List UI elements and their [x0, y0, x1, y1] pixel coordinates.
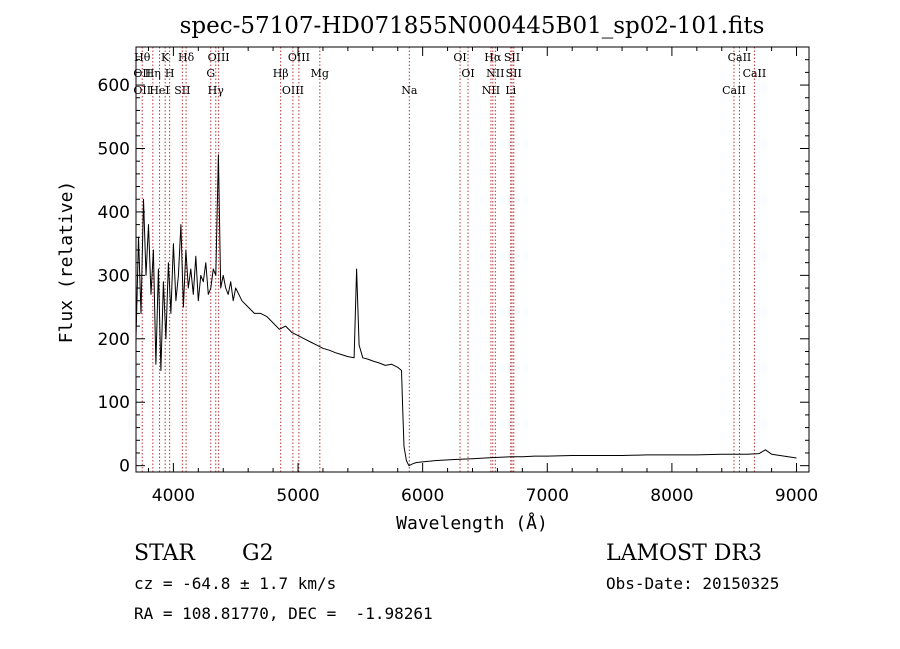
- reference-line-label: OI: [461, 67, 474, 80]
- x-axis-label: Wavelength (Å): [396, 512, 548, 534]
- reference-line-label: SII: [174, 84, 190, 97]
- y-tick-label: 600: [98, 76, 130, 96]
- y-tick-label: 300: [98, 266, 130, 286]
- x-tick-label: 7000: [526, 486, 569, 506]
- coordinates-readout: RA = 108.81770, DEC = -1.98261: [134, 604, 433, 623]
- x-tick-label: 4000: [152, 486, 195, 506]
- y-axis: 0 100 200 300 400 500 600: [98, 59, 809, 477]
- y-tick-label: 500: [98, 139, 130, 159]
- reference-line-label: Hγ: [208, 84, 225, 97]
- object-subclass: G2: [242, 541, 274, 566]
- reference-line-label: Mg: [311, 67, 329, 80]
- reference-line-label: CaII: [722, 84, 746, 97]
- chart-title: spec-57107-HD071855N000445B01_sp02-101.f…: [180, 13, 765, 39]
- reference-line-label: Hδ: [178, 51, 195, 64]
- reference-line-label: CaII: [743, 67, 767, 80]
- reference-line-label: Hθ: [134, 51, 151, 64]
- reference-line-label: OIII: [288, 51, 310, 64]
- y-axis-label: Flux (relative): [56, 181, 77, 344]
- y-tick-label: 400: [98, 203, 130, 223]
- reference-line-label: OII: [133, 84, 151, 97]
- reference-line-label: OI: [453, 51, 466, 64]
- spectrum-line: [135, 154, 797, 467]
- y-tick-label: 0: [119, 457, 130, 477]
- observation-date: Obs-Date: 20150325: [606, 574, 779, 593]
- y-tick-label: 200: [98, 330, 130, 350]
- reference-line-labels: HθOIIOIIHηHeIKHSIIHδGHγOIIIHβOIIIOIIIMgN…: [133, 51, 766, 97]
- survey-name: LAMOST DR3: [606, 541, 762, 566]
- y-tick-label: 100: [98, 393, 130, 413]
- reference-line-label: Hη: [145, 67, 161, 80]
- reference-line-label: H: [165, 67, 175, 80]
- reference-line-label: Hβ: [273, 67, 289, 80]
- x-axis: 4000 5000 6000 7000 8000 9000: [147, 47, 818, 506]
- x-tick-label: 6000: [401, 486, 444, 506]
- plot-frame: [135, 46, 810, 473]
- reference-line-label: OIII: [282, 84, 304, 97]
- reference-line-label: OII: [133, 67, 151, 80]
- reference-line-label: G: [206, 67, 215, 80]
- reference-line-label: CaII: [728, 51, 752, 64]
- object-class: STAR: [134, 541, 196, 566]
- reference-line-label: NII: [482, 84, 500, 97]
- reference-line-label: HeI: [149, 84, 169, 97]
- x-tick-label: 8000: [650, 486, 693, 506]
- reference-line-label: SII: [504, 51, 520, 64]
- reference-line-label: Hα: [484, 51, 502, 64]
- reference-line-label: NII: [486, 67, 504, 80]
- x-tick-label: 9000: [775, 486, 818, 506]
- redshift-readout: cz = -64.8 ± 1.7 km/s: [134, 574, 336, 593]
- reference-line-label: SII: [506, 67, 522, 80]
- reference-line-label: OIII: [208, 51, 230, 64]
- reference-line-label: Na: [401, 84, 418, 97]
- reference-line-label: Li: [505, 84, 516, 97]
- reference-line-label: K: [161, 51, 170, 64]
- x-tick-label: 5000: [276, 486, 319, 506]
- reference-lines: [141, 47, 755, 472]
